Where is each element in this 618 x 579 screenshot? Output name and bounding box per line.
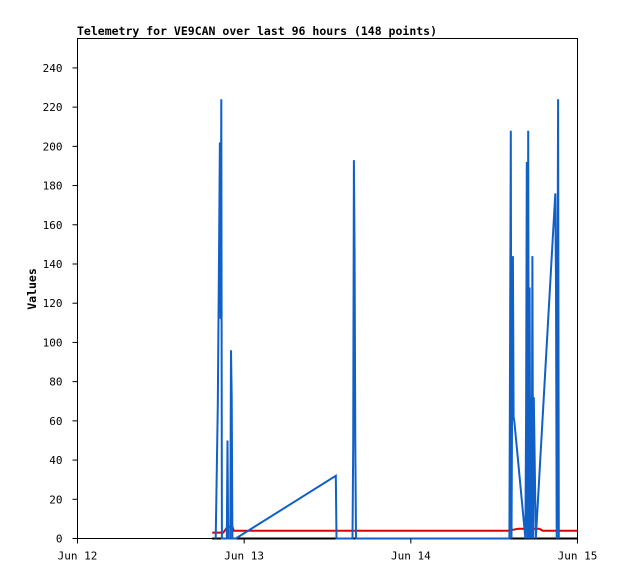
y-tick-label: 240 [43, 62, 63, 75]
x-axis: Jun 12 Jun 13 Jun 14 Jun 15 [58, 538, 598, 563]
x-tick-label: Jun 13 [224, 550, 264, 563]
y-tick-label: 200 [43, 140, 63, 153]
x-tick-label: Jun 15 [558, 550, 598, 563]
y-tick-label: 0 [56, 533, 63, 546]
x-tick-label: Jun 12 [58, 550, 98, 563]
y-tick-label: 20 [49, 493, 62, 506]
series-layer [212, 99, 578, 540]
y-tick-label: 220 [43, 101, 63, 114]
y-axis-label: Values [25, 268, 39, 310]
y-tick-label: 60 [49, 415, 62, 428]
y-axis: 0 20 40 60 80 100 120 140 160 180 200 220 240 [43, 62, 78, 546]
chart-title: Telemetry for VE9CAN over last 96 hours … [77, 24, 437, 38]
y-tick-label: 40 [49, 454, 62, 467]
series-line-3 [214, 99, 560, 540]
y-tick-label: 180 [43, 180, 63, 193]
y-tick-label: 140 [43, 258, 63, 271]
plot-area-frame [77, 38, 578, 539]
y-tick-label: 80 [49, 376, 62, 389]
y-tick-label: 160 [43, 219, 63, 232]
x-tick-label: Jun 14 [391, 550, 431, 563]
y-tick-label: 120 [43, 297, 63, 310]
y-tick-label: 100 [43, 336, 63, 349]
